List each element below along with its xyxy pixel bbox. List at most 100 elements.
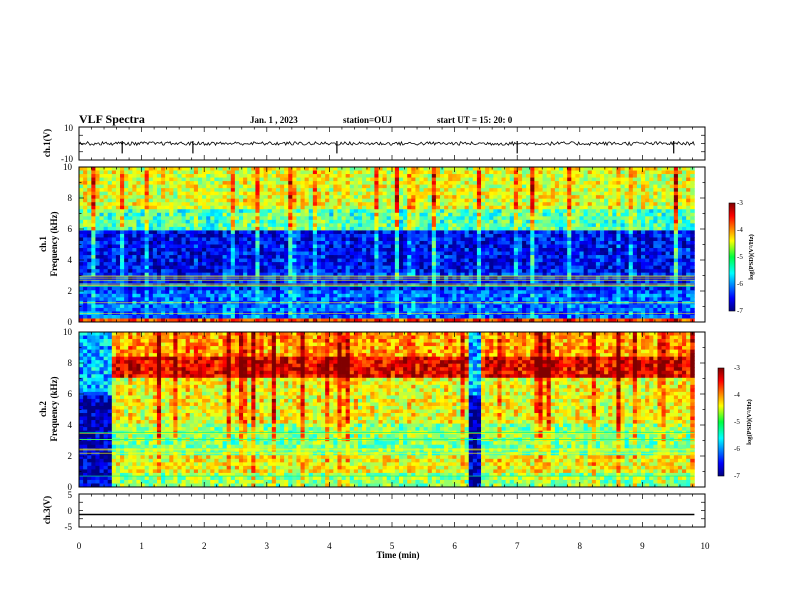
ch1-spec-cell [161,262,166,267]
ch1-spec-cell [571,191,576,196]
ch1-spec-cell [312,237,318,242]
ch1-spec-cell [608,240,613,245]
ch1-spec-cell [107,240,113,245]
ch1-spec-cell [497,255,502,259]
ch1-spec-cell [386,244,392,249]
ch1-spec-cell [79,181,84,186]
ch1-spec-cell [497,212,502,217]
ch1-spec-cell [595,279,601,284]
ch1-spec-cell [140,230,146,235]
ch1-spec-cell [657,205,662,210]
ch1-spec-cell [600,219,605,224]
ch1-spec-cell [682,251,687,256]
ch1-spec-cell [99,167,105,171]
ch1-spec-cell [226,216,232,221]
ch1-spec-cell [579,209,584,214]
ch1-spec-cell [513,205,519,210]
ch1-spec-cell [600,198,605,203]
ch1-spec-cell [247,177,252,182]
ch1-spec-cell [493,233,498,238]
ch1-spec-cell [374,216,379,221]
ch1-spec-cell [632,170,638,175]
ch1-spec-cell [230,195,236,200]
ch1-spec-cell [280,248,285,252]
ch1-spec-cell [333,184,338,189]
ch1-spec-cell [550,255,556,259]
ch1-spec-cell [333,279,338,284]
ch1-spec-cell [427,262,433,267]
ch1-spec-cell [304,240,310,245]
ch1-spec-cell [226,177,232,182]
ch1-spec-cell [571,279,576,284]
ch1-spec-cell [370,219,375,224]
ch1-spec-cell [152,198,158,203]
ch1-spec-cell [493,209,498,214]
ch1-spec-cell [616,223,621,228]
ch1-spec-cell [181,181,187,186]
ch1-spec-cell [493,219,498,224]
ch1-spec-cell [267,240,273,245]
ch1-spec-cell [448,198,453,203]
ch1-spec-cell [567,233,572,238]
ch1-spec-cell [587,265,593,270]
ch1-spec-cell [620,240,626,245]
ch1-spec-cell [152,219,158,224]
ch1-spec-cell [259,167,265,171]
ch1-spec-cell [456,195,461,200]
ch1-spec-cell [300,251,306,256]
ch1-spec-cell [411,269,416,274]
ch1-spec-cell [493,198,498,203]
ch1-spec-cell [591,240,597,245]
ch1-spec-cell [538,198,543,203]
ch1-spec-cell [107,167,113,171]
ch1-spec-cell [325,170,330,175]
ch1-spec-cell [468,184,474,189]
ch1-spec-cell [321,198,326,203]
ch1-spec-cell [653,262,658,267]
ch1-spec-cell [91,170,96,175]
ch1-spec-cell [616,251,621,256]
ch1-spec-cell [415,258,420,263]
ch1-spec-cell [530,269,535,274]
ch1-spec-cell [661,240,667,245]
ch1-spec-cell [214,170,219,175]
ch1-spec-cell [181,244,187,249]
ch1-spec-cell [509,202,515,207]
ch1-spec-cell [628,251,634,256]
ch1-spec-cell [111,272,117,277]
ch1-spec-cell [600,240,605,245]
ch1-spec-cell [325,167,330,171]
ch1-spec-cell [554,265,560,270]
ch1-spec-cell [579,223,584,228]
ch1-spec-cell [509,279,515,284]
ch1-spec-cell [440,233,445,238]
ch1-spec-cell [554,184,560,189]
ch1-spec-cell [468,205,474,210]
ch1-spec-cell [362,209,367,214]
ch1-spec-cell [657,244,662,249]
ch1-spec-cell [645,184,650,189]
ch1-spec-cell [423,205,429,210]
ch1-spec-cell [522,209,527,214]
ch1-spec-cell [349,191,355,196]
ch1-spec-cell [558,219,564,224]
ch1-spec-cell [517,191,523,196]
ch1-spec-cell [238,226,244,231]
ch1-spec-cell [247,279,252,284]
ch1-spec-cell [349,248,355,252]
ch1-spec-cell [513,177,519,182]
ch1-spec-cell [526,233,531,238]
ch1-spec-cell [185,216,191,221]
ch1-spec-cell [394,272,400,277]
ch1-spec-cell [91,255,96,259]
ch1-spec-cell [296,233,301,238]
ch1-spec-cell [636,258,642,263]
ch1-spec-cell [427,209,433,214]
ch1-spec-cell [115,226,121,231]
ch1-spec-cell [275,269,281,274]
ch1-spec-cell [632,205,638,210]
ch1-spec-cell [120,248,125,252]
ch1-spec-cell [218,184,223,189]
ch1-spec-cell [193,212,199,217]
ch1-spec-cell [567,258,572,263]
